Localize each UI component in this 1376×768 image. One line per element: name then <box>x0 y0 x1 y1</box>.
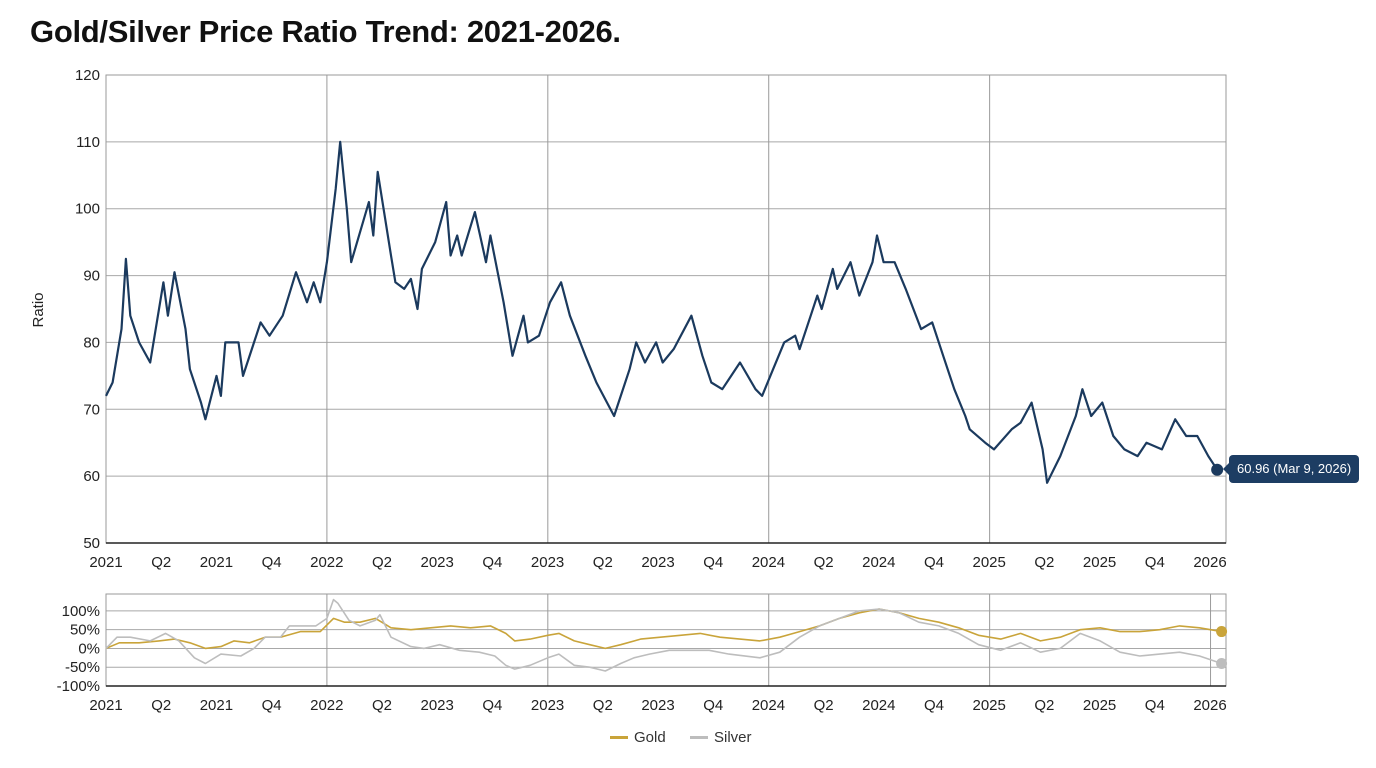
y-tick-label: 110 <box>76 134 100 151</box>
y-tick-label: 120 <box>75 67 100 84</box>
y-tick-label: 50% <box>70 622 100 639</box>
plot-border <box>105 74 1227 544</box>
x-tick-label: Q2 <box>1034 697 1054 714</box>
y-tick-label: 100 <box>75 201 100 218</box>
series-end-point-gold <box>1216 626 1228 638</box>
x-tick-label: 2023 <box>531 554 564 571</box>
series-end-point-silver <box>1216 657 1228 669</box>
x-tick-label: Q4 <box>924 554 944 571</box>
x-tick-label: 2021 <box>89 554 122 571</box>
x-tick-label: 2025 <box>973 697 1006 714</box>
series-line-gold <box>105 608 1222 650</box>
y-tick-label: 100% <box>62 603 100 620</box>
x-tick-label: Q2 <box>1034 554 1054 571</box>
x-tick-label: 2023 <box>421 554 454 571</box>
x-tick-label: Q4 <box>482 554 502 571</box>
x-tick-label: 2025 <box>1083 697 1116 714</box>
silver-swatch-icon <box>690 736 708 739</box>
x-tick-label: Q4 <box>1145 554 1165 571</box>
y-tick-label: 90 <box>83 268 100 285</box>
x-tick-label: Q2 <box>593 697 613 714</box>
x-tick-label: Q4 <box>703 697 723 714</box>
x-tick-label: Q2 <box>814 697 834 714</box>
x-tick-label: Q4 <box>703 554 723 571</box>
x-tick-label: 2021 <box>89 697 122 714</box>
y-tick-label: 70 <box>83 401 100 418</box>
x-tick-label: 2024 <box>752 697 785 714</box>
x-tick-label: 2023 <box>531 697 564 714</box>
x-tick-label: Q4 <box>262 554 282 571</box>
x-tick-label: Q2 <box>151 554 171 571</box>
y-tick-label: 60 <box>83 468 100 485</box>
legend-label-gold: Gold <box>634 729 666 746</box>
y-axis-label: Ratio <box>30 292 47 327</box>
x-tick-label: Q2 <box>814 554 834 571</box>
chart-title: Gold/Silver Price Ratio Trend: 2021-2026… <box>30 14 621 49</box>
x-tick-label: 2024 <box>862 554 895 571</box>
x-tick-label: Q2 <box>372 697 392 714</box>
y-tick-label: -50% <box>65 659 100 676</box>
x-tick-label: 2021 <box>200 554 233 571</box>
x-tick-label: 2026 <box>1193 554 1226 571</box>
x-tick-label: Q4 <box>482 697 502 714</box>
series-line-ratio <box>105 140 1219 484</box>
x-tick-label: Q2 <box>593 554 613 571</box>
x-tick-label: Q4 <box>1145 697 1165 714</box>
x-tick-label: 2022 <box>310 554 343 571</box>
x-tick-label: 2024 <box>752 554 785 571</box>
x-tick-label: 2021 <box>200 697 233 714</box>
x-tick-label: 2023 <box>641 697 674 714</box>
series-end-point-ratio <box>1211 463 1224 476</box>
last-value-tooltip: 60.96 (Mar 9, 2026) <box>1222 455 1360 483</box>
y-tick-label: 0% <box>78 640 100 657</box>
x-tick-label: Q4 <box>924 697 944 714</box>
y-tick-label: -100% <box>57 678 100 695</box>
y-tick-label: 80 <box>83 334 100 351</box>
plot-border <box>105 593 1227 687</box>
legend-label-silver: Silver <box>714 729 752 746</box>
x-tick-label: 2023 <box>641 554 674 571</box>
legend-item-gold[interactable]: Gold <box>610 729 666 746</box>
x-tick-label: Q4 <box>262 697 282 714</box>
x-tick-label: Q2 <box>151 697 171 714</box>
x-tick-label: 2026 <box>1193 697 1226 714</box>
x-tick-label: 2024 <box>862 697 895 714</box>
x-tick-label: 2025 <box>973 554 1006 571</box>
series-line-silver <box>105 598 1222 672</box>
y-tick-label: 50 <box>83 535 100 552</box>
x-tick-label: Q2 <box>372 554 392 571</box>
x-tick-label: 2025 <box>1083 554 1116 571</box>
x-tick-label: 2023 <box>421 697 454 714</box>
legend-item-silver[interactable]: Silver <box>690 729 752 746</box>
x-tick-label: 2022 <box>310 697 343 714</box>
gold-swatch-icon <box>610 736 628 739</box>
